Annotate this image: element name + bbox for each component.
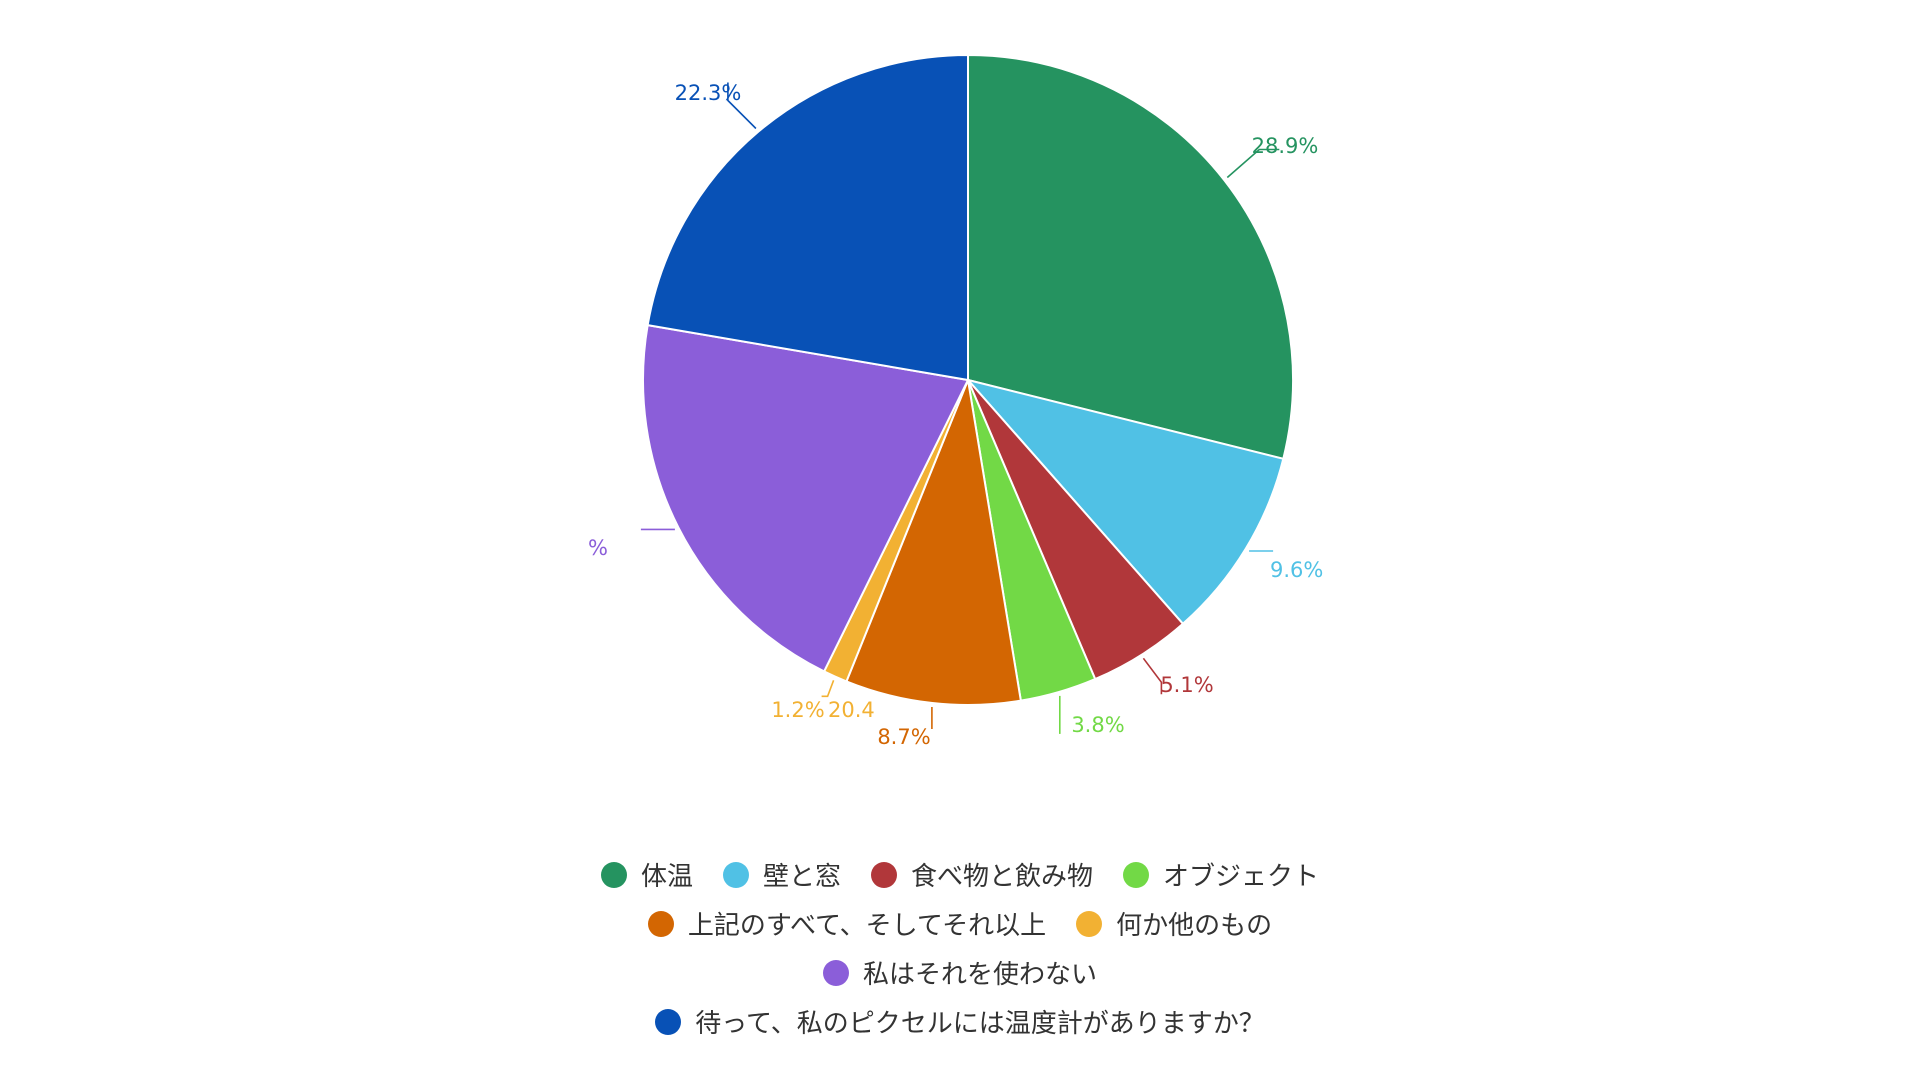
legend-swatch-icon <box>1076 910 1103 937</box>
stray-value-label: 20.4 <box>828 698 875 722</box>
data-labels: 28.9% 9.6% 5.1% 3.8% 8.7% 1.2%% 22.3% 20.4 <box>588 81 1323 749</box>
slice-value-label: % <box>588 536 608 560</box>
label-leader-line <box>1142 657 1163 695</box>
slice-value-label: 28.9% <box>1252 134 1319 158</box>
slice-value-label: 3.8% <box>1071 713 1124 737</box>
legend-label: 待って、私のピクセルには温度計がありますか？ <box>695 1009 1265 1039</box>
legend-row: 体温 壁と窓 食べ物と飲み物 オブジェクト <box>586 850 1334 899</box>
legend-label: 壁と窓 <box>762 862 841 892</box>
legend-item[interactable]: 何か他のもの <box>1076 905 1272 942</box>
legend-label: 私はそれを使わない <box>862 960 1097 990</box>
legend-label: 体温 <box>640 862 693 892</box>
legend: 体温 壁と窓 食べ物と飲み物 オブジェクト上記のすべて、そしてそれ以上 何か他のもの 私は… <box>0 850 1920 1046</box>
legend-swatch-icon <box>822 959 849 986</box>
legend-swatch-icon <box>647 910 674 937</box>
pie-slice[interactable] <box>646 54 969 381</box>
legend-label: 上記のすべて、そしてそれ以上 <box>687 911 1047 941</box>
legend-row: 私はそれを使わない <box>808 948 1112 997</box>
legend-swatch-icon <box>722 861 749 888</box>
legend-item[interactable]: オブジェクト <box>1123 856 1319 893</box>
label-leader-line <box>727 82 757 130</box>
slice-value-label: 8.7% <box>877 725 930 749</box>
legend-item[interactable]: 上記のすべて、そしてそれ以上 <box>647 905 1047 942</box>
legend-swatch-icon <box>600 861 627 888</box>
label-leaders <box>640 82 1280 734</box>
legend-item[interactable]: 食べ物と飲み物 <box>871 856 1093 893</box>
slice-value-label: 1.2% <box>771 698 824 722</box>
pie-slice[interactable] <box>967 54 1294 460</box>
slice-value-label: 9.6% <box>1270 558 1323 582</box>
legend-label: 食べ物と飲み物 <box>911 862 1094 892</box>
slice-value-label: 5.1% <box>1160 673 1213 697</box>
pie-slices <box>642 54 1294 706</box>
label-leader-line <box>1226 148 1280 179</box>
legend-item[interactable]: 待って、私のピクセルには温度計がありますか？ <box>655 1003 1265 1040</box>
legend-row: 上記のすべて、そしてそれ以上 何か他のもの <box>633 899 1287 948</box>
legend-swatch-icon <box>871 861 897 888</box>
legend-item[interactable]: 壁と窓 <box>722 856 841 893</box>
legend-item[interactable]: 体温 <box>600 856 693 893</box>
label-leader-line <box>821 680 835 698</box>
legend-label: オブジェクト <box>1163 862 1320 892</box>
legend-row: 待って、私のピクセルには温度計がありますか？ <box>640 997 1279 1046</box>
legend-swatch-icon <box>655 1008 682 1035</box>
pie-slice[interactable] <box>967 379 1285 625</box>
pie-slice[interactable] <box>642 324 969 673</box>
legend-item[interactable]: 私はそれを使わない <box>822 954 1097 991</box>
legend-swatch-icon <box>1123 861 1150 888</box>
pie-slice[interactable] <box>845 379 1022 706</box>
slice-value-label: 22.3% <box>675 81 742 105</box>
legend-label: 何か他のもの <box>1116 911 1273 941</box>
